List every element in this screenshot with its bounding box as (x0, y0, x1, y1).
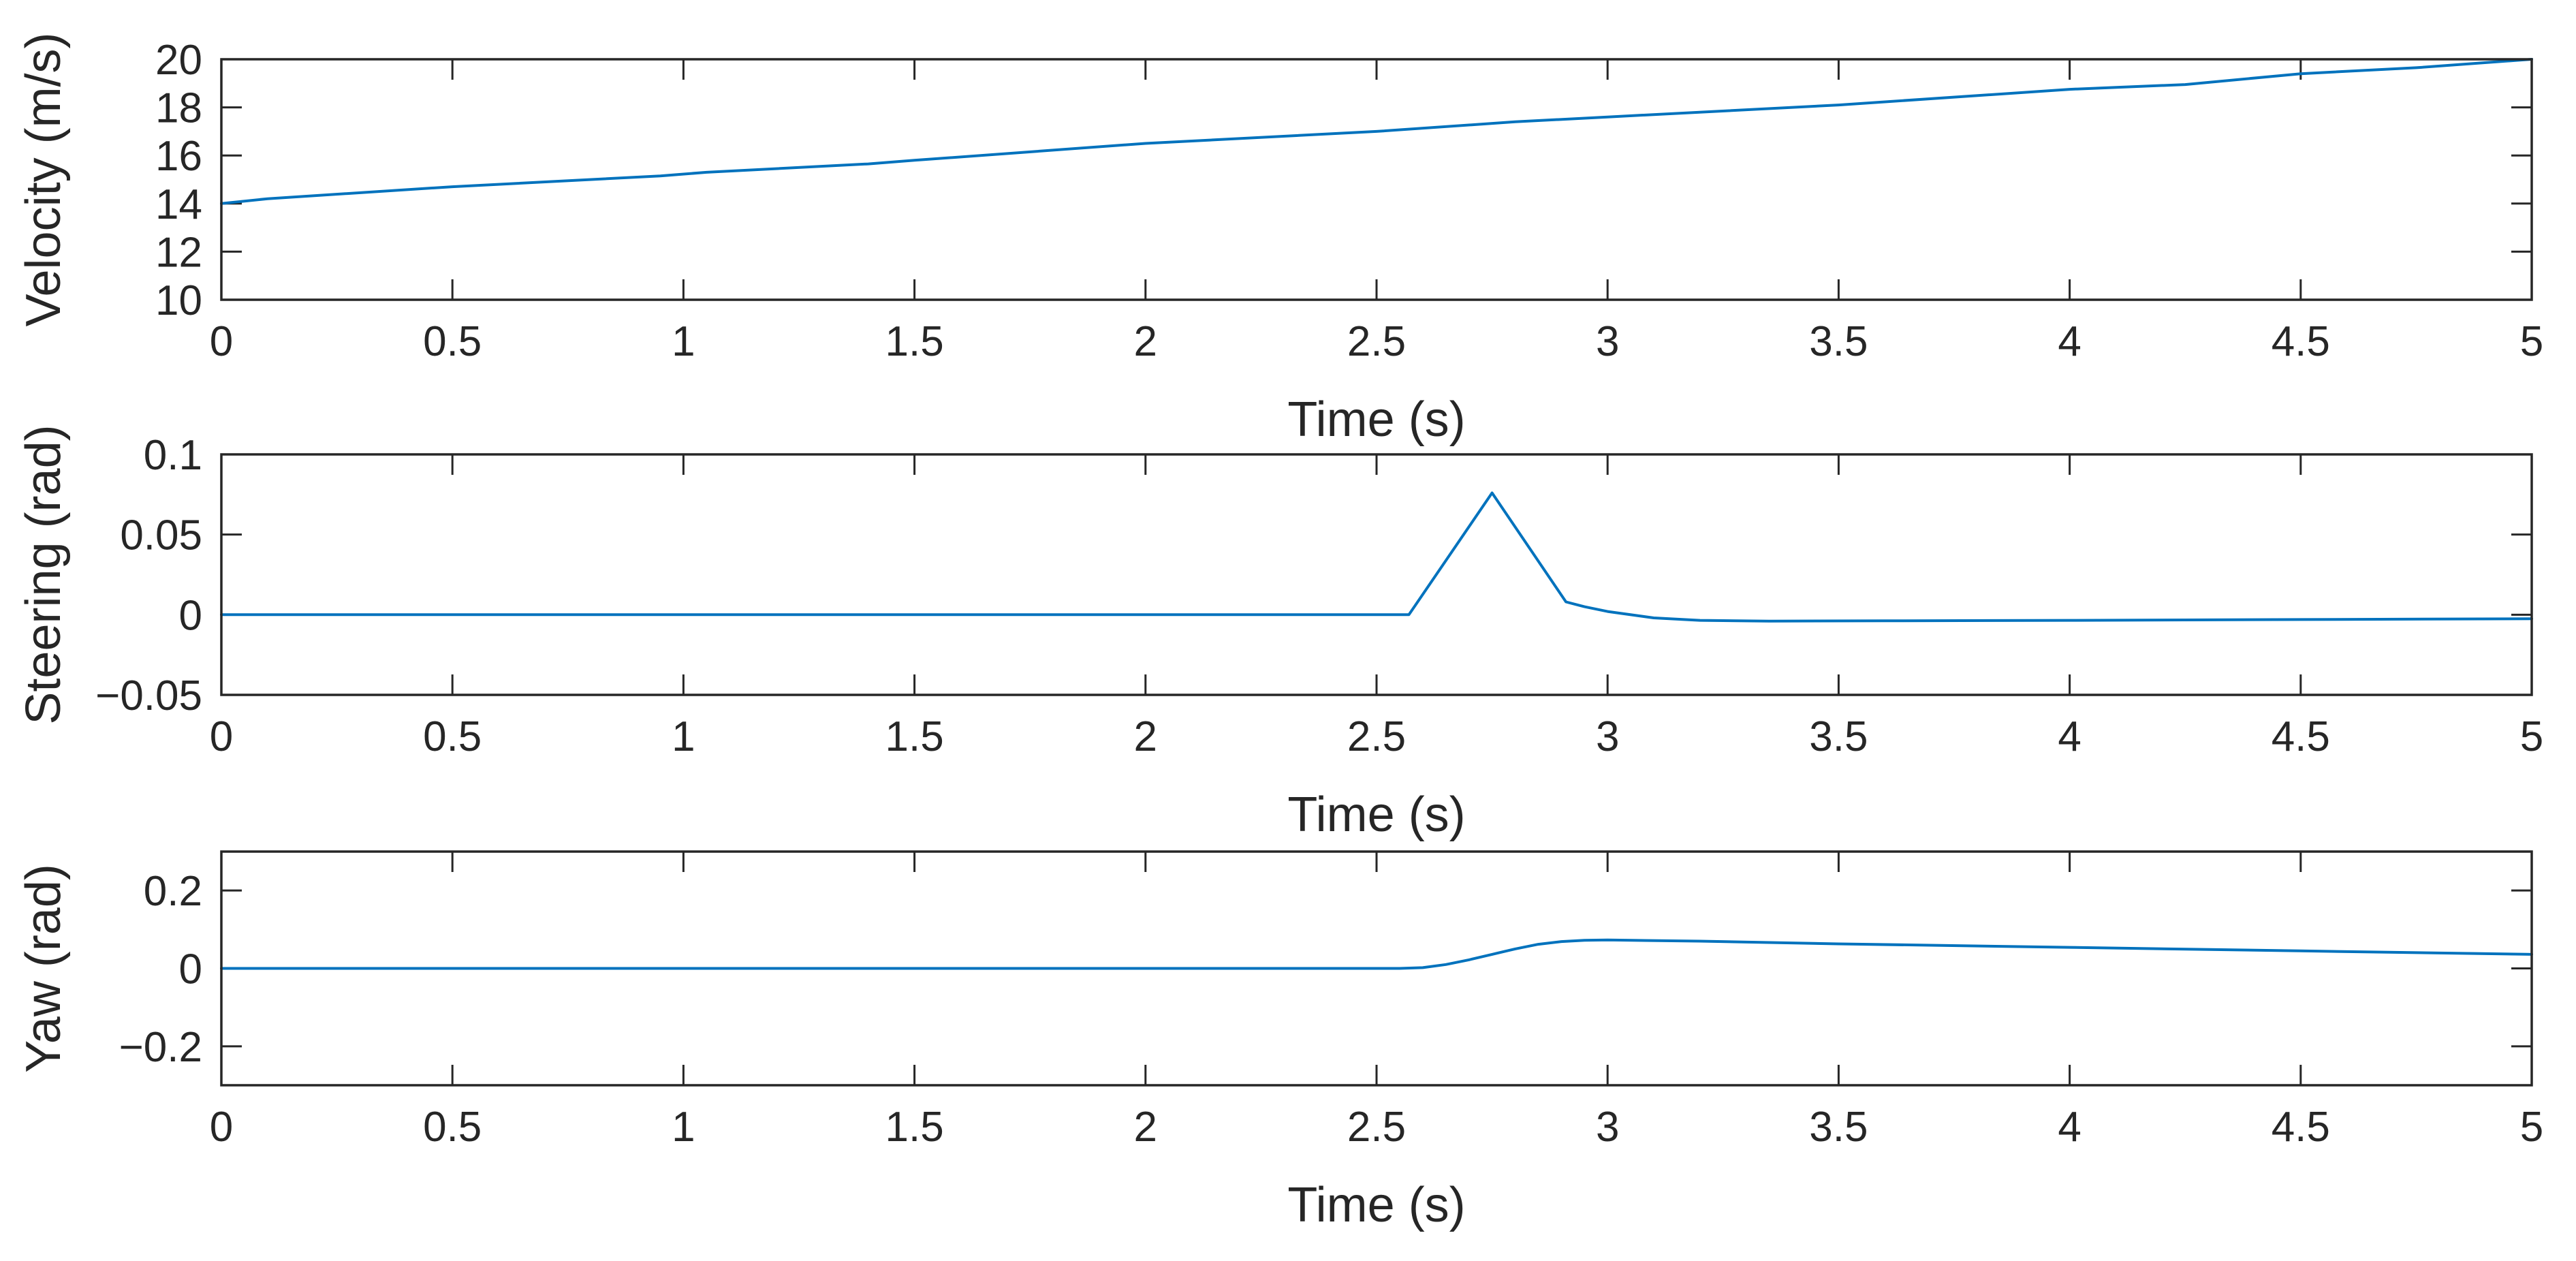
yaw-x-tick-label: 1 (672, 1104, 695, 1151)
yaw-x-tick-label: 2 (1134, 1104, 1157, 1151)
velocity-axes-box (220, 58, 2533, 301)
yaw-x-tick-label: 4.5 (2272, 1104, 2330, 1151)
velocity-x-tick-label: 0 (210, 318, 233, 365)
yaw-y-tick-label: 0 (179, 946, 202, 993)
steering-x-axis-label: Time (s) (1287, 788, 1465, 842)
steering-x-tick-label: 1.5 (885, 713, 943, 760)
yaw-y-axis-label: Yaw (rad) (16, 864, 71, 1073)
yaw-x-tick-label: 3.5 (1809, 1104, 1868, 1151)
yaw-x-tick-label: 5 (2520, 1104, 2543, 1151)
yaw-y-tick-label: −0.2 (119, 1024, 202, 1071)
velocity-y-axis-label: Velocity (m/s) (16, 32, 71, 326)
steering-x-tick-label: 4.5 (2272, 713, 2330, 760)
velocity-y-tick-label: 18 (155, 85, 202, 132)
velocity-x-tick-label: 3.5 (1809, 318, 1868, 365)
steering-axes-box (220, 453, 2533, 696)
velocity-x-tick-label: 0.5 (423, 318, 482, 365)
velocity-x-tick-label: 4.5 (2272, 318, 2330, 365)
steering-x-tick-label: 2 (1134, 713, 1157, 760)
velocity-x-tick-label: 4 (2058, 318, 2081, 365)
velocity-series-line (220, 58, 2533, 205)
yaw-x-tick-label: 0.5 (423, 1104, 482, 1151)
velocity-y-tick-label: 16 (155, 133, 202, 180)
velocity-y-tick-label: 10 (155, 277, 202, 324)
steering-x-tick-label: 5 (2520, 713, 2543, 760)
velocity-y-tick-label: 20 (155, 37, 202, 84)
steering-x-tick-label: 3.5 (1809, 713, 1868, 760)
velocity-x-tick-label: 1 (672, 318, 695, 365)
yaw-series-line (220, 938, 2533, 970)
steering-series-line (220, 491, 2533, 623)
yaw-x-tick-label: 1.5 (885, 1104, 943, 1151)
velocity-x-tick-label: 5 (2520, 318, 2543, 365)
velocity-x-tick-label: 2 (1134, 318, 1157, 365)
velocity-x-axis-label: Time (s) (1287, 392, 1465, 447)
yaw-x-tick-label: 2.5 (1347, 1104, 1406, 1151)
steering-y-tick-label: 0.1 (144, 432, 202, 479)
velocity-x-tick-label: 2.5 (1347, 318, 1406, 365)
yaw-axes-box (220, 850, 2533, 1087)
steering-y-tick-label: −0.05 (95, 672, 202, 719)
yaw-x-tick-label: 3 (1596, 1104, 1619, 1151)
steering-x-tick-label: 2.5 (1347, 713, 1406, 760)
yaw-x-axis-label: Time (s) (1287, 1178, 1465, 1232)
steering-y-tick-label: 0 (179, 592, 202, 639)
yaw-x-tick-label: 0 (210, 1104, 233, 1151)
steering-x-tick-label: 0.5 (423, 713, 482, 760)
steering-x-tick-label: 3 (1596, 713, 1619, 760)
steering-y-axis-label: Steering (rad) (16, 424, 71, 724)
yaw-y-tick-label: 0.2 (144, 868, 202, 915)
steering-y-tick-label: 0.05 (120, 512, 202, 559)
steering-x-tick-label: 1 (672, 713, 695, 760)
velocity-x-tick-label: 3 (1596, 318, 1619, 365)
velocity-x-tick-label: 1.5 (885, 318, 943, 365)
steering-x-tick-label: 0 (210, 713, 233, 760)
velocity-y-tick-label: 14 (155, 181, 202, 228)
steering-x-tick-label: 4 (2058, 713, 2081, 760)
velocity-y-tick-label: 12 (155, 229, 202, 276)
yaw-x-tick-label: 4 (2058, 1104, 2081, 1151)
